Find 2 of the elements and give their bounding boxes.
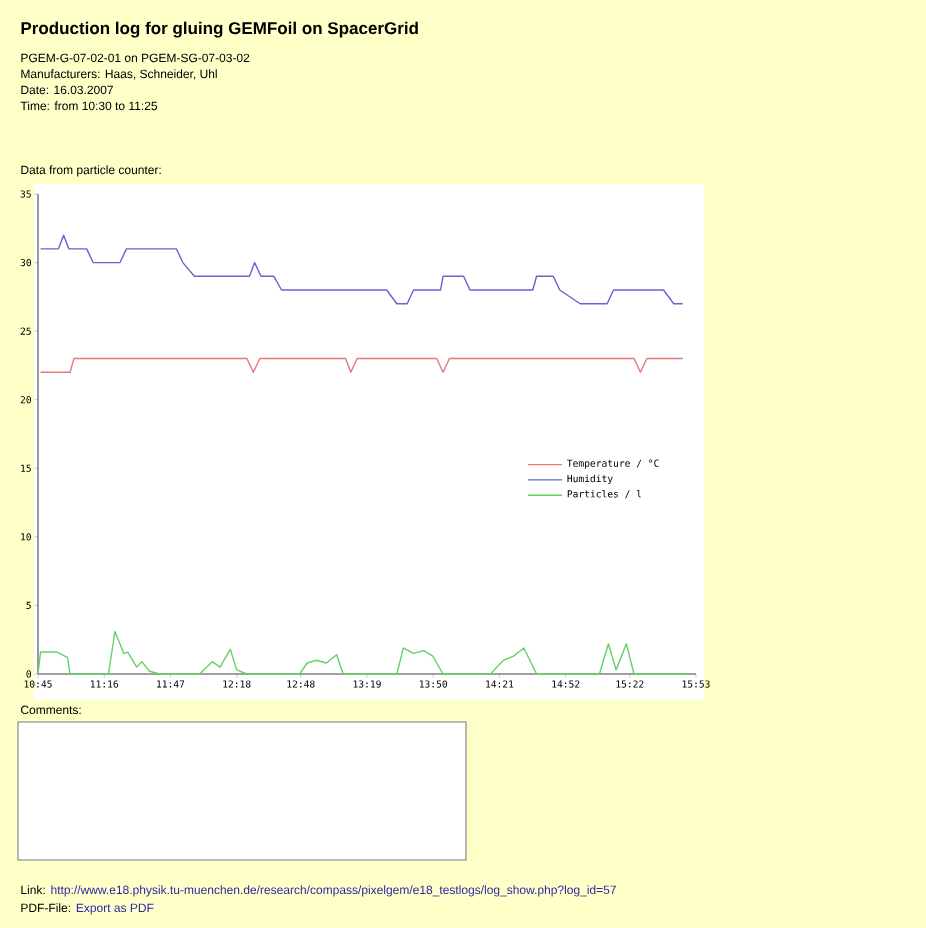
chart-title: Production log for gluing GEMFoil on SpacerGrid [21,21,418,38]
line-series [37,630,690,675]
